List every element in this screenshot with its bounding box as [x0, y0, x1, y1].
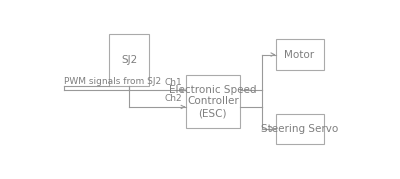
- FancyBboxPatch shape: [276, 39, 324, 70]
- Text: PWM signals from SJ2: PWM signals from SJ2: [64, 77, 161, 86]
- FancyBboxPatch shape: [109, 34, 149, 86]
- Text: Motor: Motor: [284, 50, 315, 60]
- FancyBboxPatch shape: [276, 114, 324, 144]
- Text: Ch1: Ch1: [165, 78, 182, 87]
- Text: SJ2: SJ2: [121, 55, 137, 65]
- Text: Electronic Speed
Controller
(ESC): Electronic Speed Controller (ESC): [169, 85, 256, 118]
- FancyBboxPatch shape: [186, 75, 240, 128]
- Text: Ch2: Ch2: [165, 95, 182, 103]
- Text: Steering Servo: Steering Servo: [261, 124, 338, 134]
